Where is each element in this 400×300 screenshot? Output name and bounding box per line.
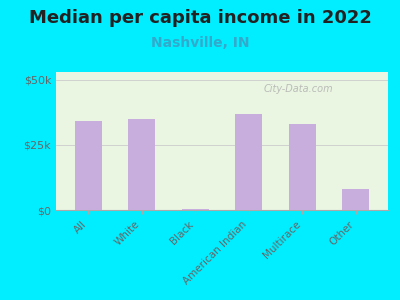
Text: Nashville, IN: Nashville, IN <box>151 36 249 50</box>
Text: City-Data.com: City-Data.com <box>264 84 333 94</box>
Bar <box>342 189 369 210</box>
Bar <box>235 114 262 210</box>
Text: Median per capita income in 2022: Median per capita income in 2022 <box>28 9 372 27</box>
Bar <box>289 124 316 210</box>
Bar <box>182 209 209 210</box>
Bar <box>75 122 102 210</box>
Bar <box>128 119 155 210</box>
